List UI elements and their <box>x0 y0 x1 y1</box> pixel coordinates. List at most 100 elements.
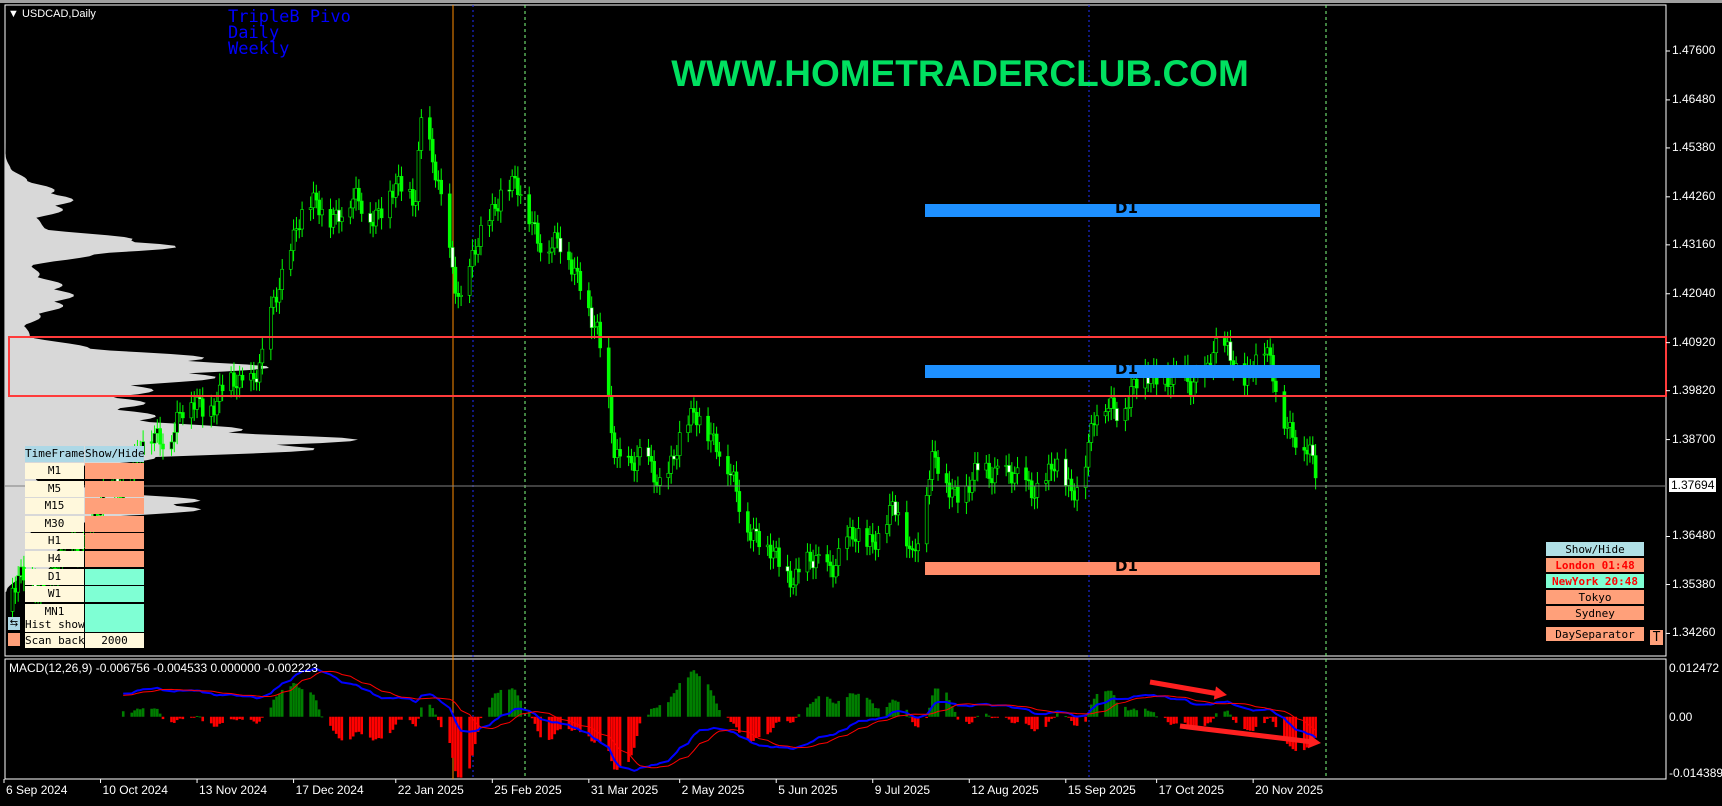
macd-panel-border <box>4 658 1667 780</box>
timeframe-toggle-m1[interactable] <box>85 463 144 479</box>
macd-histogram-bar <box>300 689 304 717</box>
macd-histogram-bar <box>451 716 454 758</box>
macd-histogram-bar <box>238 716 241 720</box>
timeframe-label: H4 <box>25 551 84 567</box>
macd-histogram-bar <box>156 708 159 717</box>
macd-histogram-bar <box>1249 716 1252 731</box>
macd-histogram-bar <box>1308 716 1312 742</box>
macd-histogram-bar <box>377 716 381 739</box>
macd-histogram-bar <box>1033 716 1036 732</box>
candle-body <box>453 266 458 294</box>
macd-histogram-bar <box>241 716 244 720</box>
macd-histogram-bar <box>1294 716 1298 751</box>
macd-histogram-bar <box>314 700 318 717</box>
session-tokyo[interactable]: Tokyo <box>1546 590 1644 604</box>
macd-histogram-bar <box>499 689 503 717</box>
timeframe-toggle-m5[interactable] <box>85 480 144 497</box>
candle-body <box>351 198 355 209</box>
candle-body <box>1083 466 1088 488</box>
timeframe-toggle-mn1[interactable] <box>85 603 144 620</box>
macd-histogram-bar <box>516 695 520 717</box>
time-axis-label: 20 Nov 2025 <box>1255 783 1324 797</box>
candle-body <box>805 551 810 573</box>
t-button[interactable]: T <box>1650 630 1663 645</box>
candle-body <box>1310 444 1315 456</box>
time-axis-label: 13 Nov 2024 <box>199 783 268 797</box>
candle-body <box>152 433 157 444</box>
macd-histogram-bar <box>655 707 659 717</box>
macd-histogram-bar <box>380 716 383 739</box>
macd-histogram-bar <box>1004 716 1008 718</box>
candle-body <box>714 433 719 453</box>
candle-body <box>893 501 898 516</box>
session-newyork[interactable]: NewYork 20:48 <box>1546 574 1644 588</box>
macd-histogram-bar <box>261 716 264 718</box>
candle-body <box>618 449 622 457</box>
candle-body <box>493 204 497 209</box>
macd-histogram-bar <box>536 716 540 732</box>
macd-histogram-bar <box>1195 716 1198 729</box>
session-sydney[interactable]: Sydney <box>1546 606 1644 620</box>
candle-body <box>751 528 756 541</box>
hist-show-toggle[interactable] <box>85 617 144 632</box>
candle-body <box>569 259 574 275</box>
macd-histogram-bar <box>570 716 574 731</box>
sessions-show-hide-button[interactable]: Show/Hide <box>1546 542 1644 556</box>
pivot-line-d1 <box>925 365 1320 378</box>
symbol-title[interactable]: ▼ USDCAD,Daily <box>8 8 96 20</box>
session-london[interactable]: London 01:48 <box>1546 558 1644 572</box>
candle-body <box>1029 480 1034 499</box>
timeframe-toggle-h4[interactable] <box>85 551 144 567</box>
dropdown-triangle-icon[interactable]: ▼ <box>8 8 19 20</box>
macd-histogram-bar <box>891 699 894 717</box>
time-axis-label: 17 Dec 2024 <box>295 783 364 797</box>
hist-icon[interactable]: ⇆ <box>8 617 20 630</box>
macd-histogram-bar <box>337 716 341 739</box>
macd-histogram-bar <box>1266 716 1269 719</box>
macd-histogram-bar <box>491 697 494 717</box>
timeframe-toggle-w1[interactable] <box>85 586 144 603</box>
candle-body <box>737 491 742 512</box>
macd-histogram-bar <box>686 677 690 717</box>
candle-body <box>808 551 813 562</box>
candle-body <box>300 209 304 230</box>
pivot-line-d1 <box>925 204 1320 217</box>
candle-body <box>357 187 361 202</box>
macd-histogram-bar <box>652 708 656 717</box>
scan-back-icon[interactable] <box>8 633 20 646</box>
candle-body <box>237 374 242 389</box>
candle-body <box>598 321 602 349</box>
candle-body <box>1228 341 1233 361</box>
candle-body <box>754 528 759 532</box>
candle-body <box>320 209 324 216</box>
timeframe-toggle-m15[interactable] <box>85 498 144 515</box>
scan-back-input[interactable]: 2000 <box>85 633 144 648</box>
macd-label: MACD(12,26,9) -0.006756 -0.004533 0.0000… <box>9 661 318 675</box>
timeframe-toggle-m30[interactable] <box>85 515 144 532</box>
macd-histogram-bar <box>1229 714 1232 717</box>
macd-histogram-bar <box>510 688 514 717</box>
candle-body <box>944 473 949 484</box>
day-separator-button[interactable]: DaySeparator <box>1546 627 1644 641</box>
candle-body <box>388 190 392 219</box>
macd-histogram-bar <box>232 716 236 720</box>
candle-body <box>675 455 679 460</box>
macd-histogram-bar <box>967 716 971 724</box>
candle-body <box>666 473 671 478</box>
timeframe-label: H1 <box>25 533 84 550</box>
macd-histogram-bar <box>885 706 889 717</box>
candle-body <box>516 177 520 195</box>
timeframe-toggle-h1[interactable] <box>85 533 144 550</box>
macd-histogram-bar <box>1302 716 1306 751</box>
candle-body <box>1191 381 1196 397</box>
macd-histogram-bar <box>817 696 821 717</box>
macd-histogram-bar <box>388 716 392 734</box>
macd-histogram-bar <box>976 715 980 717</box>
candle-body <box>1106 408 1111 412</box>
macd-histogram-bar <box>1070 716 1073 721</box>
candle-body <box>550 247 554 253</box>
candle-body <box>905 512 909 547</box>
timeframe-toggle-d1[interactable] <box>85 568 144 585</box>
price-axis-label: 1.39820 <box>1672 382 1716 397</box>
